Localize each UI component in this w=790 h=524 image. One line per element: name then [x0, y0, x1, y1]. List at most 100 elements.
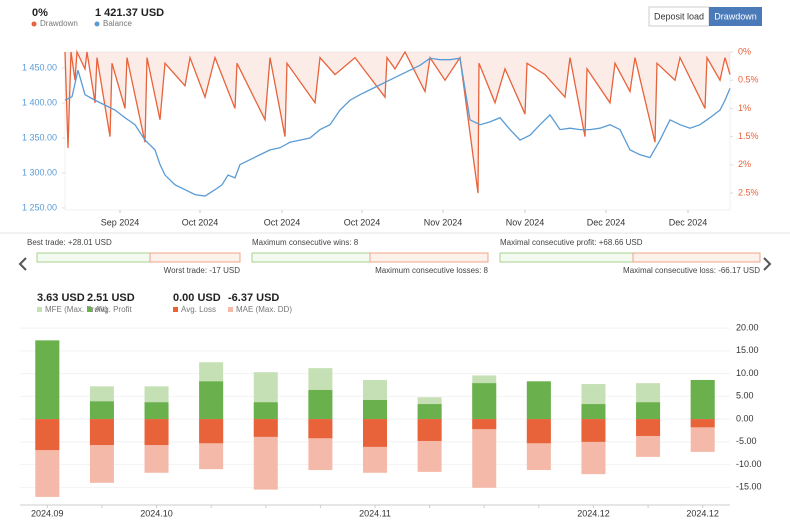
y-tick-label: -15.00 [736, 482, 762, 492]
bar [636, 419, 661, 436]
stat-bottom: Maximum consecutive losses: 8 [375, 266, 488, 275]
x-tick-label: Nov 2024 [424, 217, 463, 227]
x-tick-label: Dec 2024 [587, 217, 626, 227]
y2-tick-label: 2.5% [738, 187, 759, 197]
next-arrow[interactable] [763, 257, 772, 271]
button-label: Drawdown [714, 11, 757, 21]
stat-bar-good [251, 252, 371, 263]
y-tick-label: 1 300.00 [22, 167, 57, 177]
x-tick-label: Nov 2024 [506, 217, 545, 227]
y2-tick-label: 0.5% [738, 75, 759, 85]
drawdown-button[interactable]: Drawdown [709, 7, 762, 26]
legend-label: MAE (Max. DD) [236, 305, 292, 314]
y2-tick-label: 0% [738, 46, 751, 56]
y-tick-label: 1 450.00 [22, 62, 57, 72]
legend-label: Drawdown [40, 19, 78, 28]
legend-label: Avg. Loss [181, 305, 216, 314]
legend-swatch [173, 307, 178, 312]
x-tick-label: 2024.11 [359, 508, 391, 518]
bar [581, 404, 606, 420]
legend-label: MFE (Max. Profit) [45, 305, 108, 314]
x-tick-label: Oct 2024 [182, 217, 219, 227]
y-tick-label: -5.00 [736, 436, 757, 446]
y2-tick-label: 1.5% [738, 131, 759, 141]
header: 0% Drawdown 1 421.37 USD Balance Deposit… [31, 6, 762, 28]
legend-label: Balance [103, 19, 132, 28]
legend-swatch [37, 307, 42, 312]
bar [308, 389, 333, 420]
bar [35, 340, 60, 420]
legend-value: 0.00 USD [173, 292, 221, 304]
plot-frame [64, 51, 731, 211]
bar [144, 402, 169, 420]
legend-label: Avg. Profit [95, 305, 133, 314]
bar [472, 383, 497, 420]
y-tick-label: 5.00 [736, 391, 754, 401]
bar [363, 419, 387, 447]
stat-bottom: Maximal consecutive loss: -66.17 USD [623, 266, 760, 275]
drawdown-summary: 0% [32, 7, 48, 19]
bar [636, 402, 661, 420]
bar [308, 419, 333, 439]
stat-top: Maximal consecutive profit: +68.66 USD [500, 238, 643, 247]
legend-swatch [87, 307, 92, 312]
stat-bottom: Worst trade: -17 USD [164, 266, 241, 275]
bar [581, 419, 606, 442]
bar [89, 401, 114, 420]
stat-top: Best trade: +28.01 USD [27, 238, 112, 247]
y2-tick-label: 1% [738, 103, 751, 113]
bar [253, 419, 278, 437]
button-label: Deposit load [654, 11, 704, 21]
stat-bar-good [36, 252, 151, 263]
legend-value: 3.63 USD [37, 292, 85, 304]
x-tick-label: Oct 2024 [264, 217, 301, 227]
bar [199, 419, 224, 444]
bar [199, 381, 224, 420]
prev-arrow[interactable] [18, 257, 27, 271]
y-tick-label: 1 350.00 [22, 132, 57, 142]
x-tick-label: Dec 2024 [669, 217, 708, 227]
deposit-load-button[interactable]: Deposit load [648, 6, 710, 27]
bar [472, 419, 497, 430]
bar [417, 419, 442, 441]
y-tick-label: 1 400.00 [22, 97, 57, 107]
x-tick-label: 2024.12 [577, 508, 610, 518]
legend-dot [94, 21, 100, 27]
stats: Best trade: +28.01 USD Worst trade: -17 … [18, 238, 772, 275]
bar [690, 419, 715, 428]
bar [253, 402, 278, 420]
x-tick-label: 2024.10 [140, 508, 173, 518]
bar [144, 419, 169, 446]
y-tick-label: -10.00 [736, 459, 762, 469]
stat-bar-bad [149, 252, 241, 263]
stat-bar-good [499, 252, 634, 263]
bar [417, 404, 442, 420]
x-tick-label: 2024.09 [31, 508, 64, 518]
stat-bar-bad [632, 252, 761, 263]
y-tick-label: 10.00 [736, 368, 759, 378]
legend-value: -6.37 USD [228, 292, 279, 304]
series-line [64, 49, 731, 194]
y-tick-label: 20.00 [736, 322, 759, 332]
bar [526, 419, 551, 444]
stat-top: Maximum consecutive wins: 8 [252, 238, 359, 247]
series-line [64, 57, 731, 197]
legend-dot [31, 21, 37, 27]
bar [35, 419, 60, 451]
bar [89, 419, 114, 446]
stat-bar-bad [369, 252, 489, 263]
y2-tick-label: 2% [738, 159, 751, 169]
y-tick-label: 0.00 [736, 413, 754, 423]
y-tick-label: 1 250.00 [22, 202, 57, 212]
bar [526, 381, 551, 420]
x-tick-label: Oct 2024 [344, 217, 381, 227]
x-tick-label: 2024.12 [686, 508, 719, 518]
legend-value: 2.51 USD [87, 292, 135, 304]
balance-summary: 1 421.37 USD [95, 7, 164, 19]
drawdown-area [65, 52, 730, 194]
bar [363, 399, 387, 420]
bar [690, 379, 715, 420]
y-tick-label: 15.00 [736, 345, 759, 355]
